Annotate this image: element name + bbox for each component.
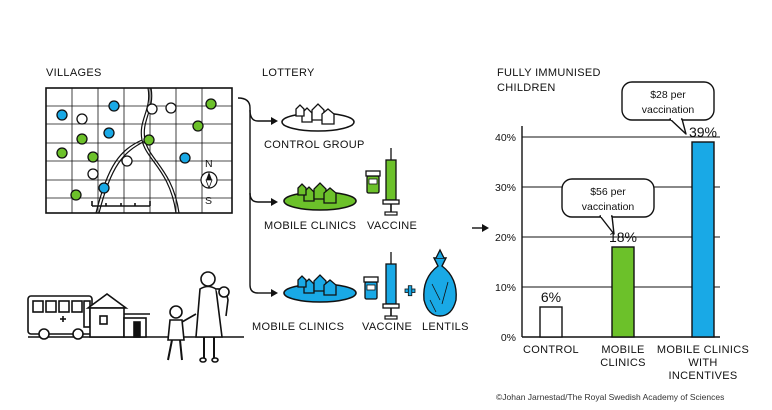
village-dot (192, 120, 204, 132)
village-dot (165, 102, 177, 114)
scale-bar (91, 201, 151, 207)
villages-title: VILLAGES (46, 67, 102, 79)
category-label: CLINICS (600, 357, 646, 369)
village-dot (146, 103, 158, 115)
lottery-arrows (237, 97, 272, 294)
callout-56-line2: vaccination (582, 201, 635, 213)
bar (611, 246, 635, 338)
village-dot (179, 152, 191, 164)
village-dot (70, 189, 82, 201)
village-dot (76, 133, 88, 145)
compass-icon: N S (200, 158, 218, 207)
clinic-building-icon (85, 293, 150, 338)
callout-28-line2: vaccination (642, 104, 695, 116)
lentils-label: LENTILS (422, 321, 469, 333)
village-dot (108, 100, 120, 112)
category-label: INCENTIVES (668, 370, 737, 382)
bar-value-label: 6% (541, 289, 561, 305)
child-person-icon (167, 305, 197, 361)
village-dot (56, 147, 68, 159)
village-dot (103, 127, 115, 139)
village-dot (143, 134, 155, 146)
bar-value-label: 18% (609, 229, 637, 245)
village-dot (205, 98, 217, 110)
village-dot (98, 182, 110, 194)
arrow-heads (271, 117, 278, 297)
mobile-clinics-incentive-label: MOBILE CLINICS (252, 321, 344, 333)
callout-28-line1: $28 per (650, 89, 686, 101)
adult-person-icon (195, 271, 230, 363)
village-map: N S (45, 87, 233, 214)
green-vial-icon (365, 170, 381, 194)
outcome-title-line2: CHILDREN (497, 82, 556, 94)
village-dot (87, 168, 99, 180)
category-label: WITH (688, 357, 717, 369)
green-syringe-icon (382, 148, 400, 216)
green-village-icon (283, 182, 357, 211)
image-credit: ©Johan Jarnestad/The Royal Swedish Acade… (496, 392, 724, 402)
control-village-icon (281, 103, 355, 132)
bar (539, 306, 563, 338)
callout-56: $56 per vaccination (561, 178, 655, 235)
village-dot (56, 109, 68, 121)
mobile-clinic-bus-icon (27, 295, 93, 340)
control-group-label: CONTROL GROUP (264, 139, 365, 151)
y-tick-label: 10% (495, 282, 516, 294)
callout-28: $28 per vaccination (621, 81, 715, 135)
blue-syringe-icon (382, 252, 400, 320)
village-dot (76, 113, 88, 125)
result-arrow (472, 224, 489, 232)
y-tick-label: 40% (495, 132, 516, 144)
y-tick-label: 20% (495, 232, 516, 244)
bar-value-label: 39% (689, 124, 717, 140)
mobile-clinics-label: MOBILE CLINICS (264, 220, 356, 232)
category-label: CONTROL (523, 344, 579, 356)
callout-56-line1: $56 per (590, 186, 626, 198)
outcome-title-line1: FULLY IMMUNISED (497, 67, 601, 79)
y-tick-label: 30% (495, 182, 516, 194)
vaccine-label: VACCINE (367, 220, 417, 232)
lottery-title: LOTTERY (262, 67, 315, 79)
village-dot (87, 151, 99, 163)
blue-village-icon (283, 274, 357, 303)
clinic-scene (27, 271, 244, 363)
bar (691, 141, 715, 338)
compass-north: N (205, 158, 213, 170)
lentil-bag-icon (423, 248, 457, 317)
vaccine-label-2: VACCINE (362, 321, 412, 333)
category-label: MOBILE (601, 344, 644, 356)
compass-south: S (205, 195, 212, 207)
plus-icon (404, 285, 416, 297)
village-dots (56, 98, 217, 201)
y-tick-label: 0% (501, 332, 516, 344)
category-label: MOBILE CLINICS (657, 344, 749, 356)
blue-vial-icon (363, 276, 379, 300)
village-dot (121, 155, 133, 167)
